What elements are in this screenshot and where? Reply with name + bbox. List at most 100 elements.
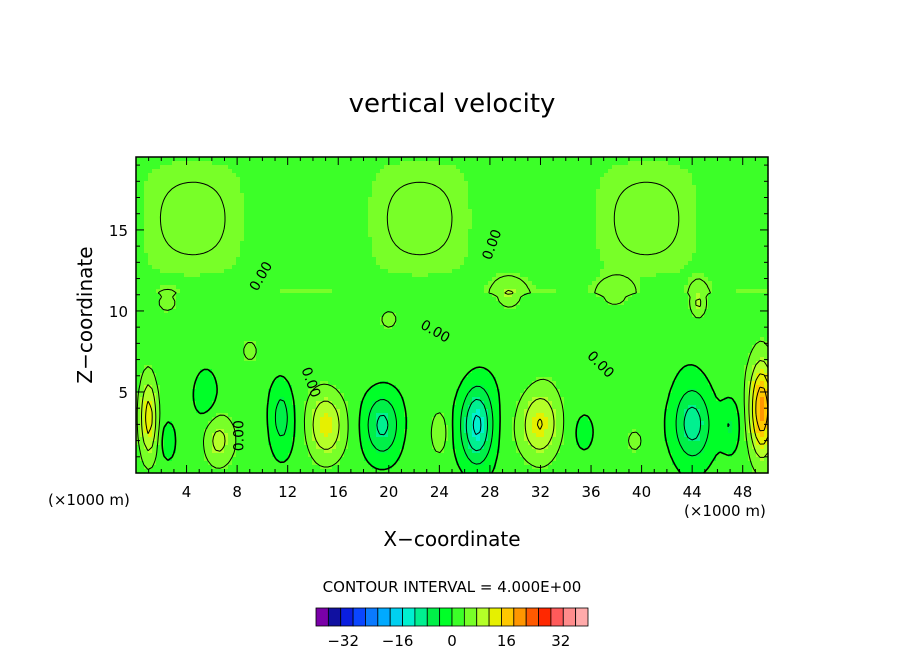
field-cell bbox=[696, 209, 701, 214]
field-cell bbox=[612, 189, 617, 194]
field-cell bbox=[340, 261, 345, 266]
field-cell bbox=[456, 217, 461, 222]
field-cell bbox=[740, 177, 745, 182]
field-cell bbox=[236, 181, 241, 186]
field-cell bbox=[316, 201, 321, 206]
field-cell bbox=[344, 257, 349, 262]
field-cell bbox=[268, 213, 273, 218]
field-cell bbox=[300, 249, 305, 254]
field-cell bbox=[724, 237, 729, 242]
field-cell bbox=[588, 205, 593, 210]
field-cell bbox=[436, 161, 441, 166]
field-cell bbox=[632, 253, 637, 258]
field-cell bbox=[440, 201, 445, 206]
field-cell bbox=[740, 233, 745, 238]
field-cell bbox=[416, 233, 421, 238]
field-cell bbox=[732, 213, 737, 218]
field-cell bbox=[512, 237, 517, 242]
field-cell bbox=[600, 265, 605, 270]
field-cell bbox=[528, 197, 533, 202]
field-cell bbox=[356, 177, 361, 182]
field-cell bbox=[348, 241, 353, 246]
field-cell bbox=[472, 217, 477, 222]
field-cell bbox=[484, 269, 489, 274]
field-cell bbox=[224, 205, 229, 210]
field-cell bbox=[608, 169, 613, 174]
field-cell bbox=[460, 197, 465, 202]
field-cell bbox=[476, 237, 481, 242]
field-cell bbox=[440, 185, 445, 190]
field-cell bbox=[568, 257, 573, 262]
field-cell bbox=[348, 217, 353, 222]
field-cell bbox=[684, 237, 689, 242]
field-cell bbox=[476, 165, 481, 170]
field-cell bbox=[276, 225, 281, 230]
field-cell bbox=[344, 261, 349, 266]
field-cell bbox=[228, 185, 233, 190]
field-cell bbox=[348, 269, 353, 274]
field-cell bbox=[404, 217, 409, 222]
field-cell bbox=[268, 245, 273, 250]
field-cell bbox=[736, 177, 741, 182]
field-cell bbox=[500, 197, 505, 202]
field-cell bbox=[248, 169, 253, 174]
field-cell bbox=[148, 245, 153, 250]
field-cell bbox=[304, 169, 309, 174]
field-cell bbox=[332, 237, 337, 242]
field-cell bbox=[536, 225, 541, 230]
field-cell bbox=[340, 257, 345, 262]
field-cell bbox=[552, 269, 557, 274]
field-cell bbox=[640, 249, 645, 254]
field-cell bbox=[560, 241, 565, 246]
field-cell bbox=[168, 237, 173, 242]
field-cell bbox=[136, 217, 141, 222]
field-cell bbox=[272, 241, 277, 246]
field-cell bbox=[384, 225, 389, 230]
field-cell bbox=[388, 221, 393, 226]
field-cell bbox=[728, 253, 733, 258]
field-cell bbox=[328, 233, 333, 238]
field-cell bbox=[372, 189, 377, 194]
field-cell bbox=[720, 245, 725, 250]
field-cell bbox=[704, 265, 709, 270]
field-cell bbox=[628, 201, 633, 206]
field-cell bbox=[628, 257, 633, 262]
field-cell bbox=[432, 209, 437, 214]
field-cell bbox=[264, 225, 269, 230]
field-cell bbox=[596, 237, 601, 242]
field-cell bbox=[652, 161, 657, 166]
field-cell bbox=[696, 173, 701, 178]
field-cell bbox=[172, 241, 177, 246]
field-cell bbox=[440, 229, 445, 234]
field-cell bbox=[292, 201, 297, 206]
field-cell bbox=[324, 273, 329, 278]
field-cell bbox=[416, 205, 421, 210]
field-cell bbox=[552, 189, 557, 194]
field-cell bbox=[692, 177, 697, 182]
field-cell bbox=[136, 273, 141, 278]
field-cell bbox=[296, 229, 301, 234]
field-cell bbox=[704, 237, 709, 242]
field-cell bbox=[404, 221, 409, 226]
field-cell bbox=[428, 253, 433, 258]
field-cell bbox=[200, 185, 205, 190]
field-cell bbox=[216, 273, 221, 278]
field-cell bbox=[440, 193, 445, 198]
field-cell bbox=[664, 277, 669, 282]
field-cell bbox=[424, 277, 429, 282]
field-cell bbox=[432, 189, 437, 194]
field-cell bbox=[656, 241, 661, 246]
field-cell bbox=[444, 205, 449, 210]
field-cell bbox=[460, 261, 465, 266]
field-cell bbox=[392, 225, 397, 230]
field-cell bbox=[476, 225, 481, 230]
field-cell bbox=[372, 221, 377, 226]
field-cell bbox=[404, 185, 409, 190]
field-cell bbox=[644, 257, 649, 262]
field-cell bbox=[632, 161, 637, 166]
field-cell bbox=[136, 177, 141, 182]
field-cell bbox=[264, 253, 269, 258]
field-cell bbox=[288, 181, 293, 186]
field-cell bbox=[344, 281, 349, 286]
field-cell bbox=[628, 197, 633, 202]
